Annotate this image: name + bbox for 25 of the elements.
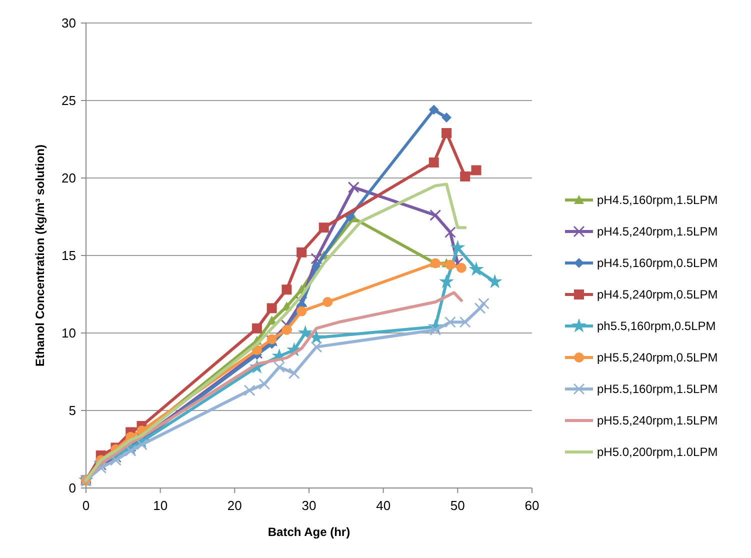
x-tick-label: 40 <box>376 498 391 513</box>
x-tick-label: 30 <box>302 498 316 513</box>
x-tick-label: 10 <box>153 498 168 513</box>
legend-label: pH5.5,160rpm,1.5LPM <box>597 382 718 396</box>
y-tick-label: 30 <box>62 16 76 31</box>
x-axis-title: Batch Age (hr) <box>268 525 350 539</box>
legend-label: ph5.5,160rpm,0.5LPM <box>597 319 716 334</box>
y-tick-label: 0 <box>68 480 76 496</box>
legend-label: pH5.0,200rpm,1.0LPM <box>597 445 718 460</box>
legend-label: pH4.5,240rpm,0.5LPM <box>597 288 718 302</box>
legend-label: pH4.5,160rpm,0.5LPM <box>597 256 718 270</box>
x-tick-label: 60 <box>524 498 540 513</box>
legend-label: pH5.5,240rpm,1.5LPM <box>597 414 718 428</box>
y-tick-label: 25 <box>62 93 76 108</box>
y-tick-label: 10 <box>62 326 76 341</box>
x-tick-label: 0 <box>82 498 90 513</box>
y-tick-label: 15 <box>62 248 76 264</box>
x-tick-label: 20 <box>227 498 242 513</box>
legend-label: pH4.5,240rpm,1.5LPM <box>597 224 718 239</box>
y-tick-label: 5 <box>68 403 76 418</box>
y-tick-label: 20 <box>62 170 76 186</box>
y-axis-title: Ethanol Concentration (kg/m³ solution) <box>33 144 47 366</box>
x-tick-label: 50 <box>450 498 465 513</box>
legend-label: pH5.5,240rpm,0.5LPM <box>597 350 718 365</box>
legend-label: pH4.5,160rpm,1.5LPM <box>597 193 718 208</box>
